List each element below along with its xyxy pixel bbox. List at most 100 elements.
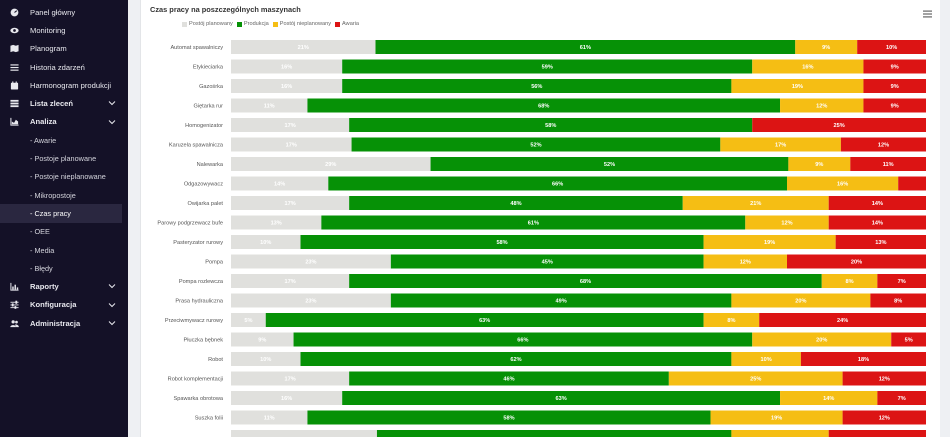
hamburger-menu-icon[interactable]	[923, 5, 932, 18]
bar-segment[interactable]	[349, 118, 753, 132]
bar-segment[interactable]	[349, 196, 683, 210]
bar-segment[interactable]	[703, 235, 836, 249]
bar-segment[interactable]	[752, 59, 864, 74]
bar-segment[interactable]	[731, 352, 801, 366]
bar-segment[interactable]	[759, 313, 926, 327]
sidebar-subitem-czas-pracy[interactable]: - Czas pracy	[0, 204, 122, 223]
bar-segment[interactable]	[342, 59, 753, 74]
bar-segment[interactable]	[842, 410, 926, 425]
bar-segment[interactable]	[877, 274, 926, 288]
bar-segment[interactable]	[321, 215, 746, 230]
bar-segment[interactable]	[231, 293, 391, 308]
bar-segment[interactable]	[731, 430, 829, 437]
bar-segment[interactable]	[231, 313, 266, 327]
bar-segment[interactable]	[231, 157, 431, 171]
sidebar-item-historia-zdarzen[interactable]: Historia zdarzeń	[0, 58, 128, 76]
bar-segment[interactable]	[840, 137, 926, 152]
bar-segment[interactable]	[231, 235, 301, 249]
sidebar-subitem-bledy[interactable]: - Błędy	[0, 259, 128, 277]
bar-segment[interactable]	[231, 430, 377, 437]
bar-segment[interactable]	[891, 332, 926, 347]
bar-segment[interactable]	[231, 391, 343, 405]
sidebar-item-konfiguracja[interactable]: Konfiguracja	[0, 296, 128, 314]
bar-segment[interactable]	[863, 98, 926, 113]
bar-segment[interactable]	[828, 196, 926, 210]
bar-segment[interactable]	[731, 293, 871, 308]
sidebar-subitem-oee[interactable]: - OEE	[0, 223, 128, 241]
bar-segment[interactable]	[351, 137, 721, 152]
bar-segment[interactable]	[328, 176, 787, 191]
bar-segment[interactable]	[342, 79, 732, 93]
legend-item-produkcja[interactable]: Produkcja	[236, 21, 269, 27]
bar-segment[interactable]	[842, 371, 926, 386]
bar-segment[interactable]	[231, 137, 352, 152]
bar-segment[interactable]	[390, 293, 732, 308]
bar-segment[interactable]	[265, 313, 704, 327]
legend-item-postoj-planowany[interactable]: Postój planowany	[182, 21, 233, 27]
bar-segment[interactable]	[752, 118, 926, 132]
sidebar-item-monitoring[interactable]: Monitoring	[0, 21, 128, 39]
bar-segment[interactable]	[231, 98, 308, 113]
bar-segment[interactable]	[231, 254, 391, 269]
bar-segment[interactable]	[300, 235, 704, 249]
bar-segment[interactable]	[752, 332, 892, 347]
bar-segment[interactable]	[703, 254, 787, 269]
sidebar-item-panel-glowny[interactable]: Panel główny	[0, 3, 128, 21]
bar-segment[interactable]	[863, 59, 926, 74]
sidebar-subitem-mikropostoje[interactable]: - Mikropostoje	[0, 186, 128, 204]
bar-segment[interactable]	[231, 332, 294, 347]
bar-segment[interactable]	[668, 371, 843, 386]
bar-segment[interactable]	[342, 391, 781, 405]
bar-segment[interactable]	[349, 274, 822, 288]
bar-segment[interactable]	[870, 293, 926, 308]
sidebar-subitem-awarie[interactable]: - Awarie	[0, 131, 128, 149]
bar-segment[interactable]	[898, 176, 926, 191]
bar-segment[interactable]	[788, 157, 851, 171]
sidebar-subitem-postoje-planowane[interactable]: - Postoje planowane	[0, 149, 128, 167]
bar-segment[interactable]	[231, 410, 308, 425]
sidebar-subitem-postoje-nieplanowane[interactable]: - Postoje nieplanowane	[0, 168, 128, 186]
bar-segment[interactable]	[821, 274, 878, 288]
bar-segment[interactable]	[828, 430, 926, 437]
bar-segment[interactable]	[863, 79, 926, 93]
bar-segment[interactable]	[293, 332, 753, 347]
sidebar-item-lista-zlecen[interactable]: Lista zleceń	[0, 94, 128, 112]
bar-segment[interactable]	[300, 352, 732, 366]
sidebar-item-harmonogram-produkcji[interactable]: Harmonogram produkcji	[0, 76, 128, 94]
bar-segment[interactable]	[231, 40, 376, 54]
bar-segment[interactable]	[828, 215, 926, 230]
legend-item-awaria[interactable]: Awaria	[335, 21, 359, 27]
bar-segment[interactable]	[745, 215, 829, 230]
bar-segment[interactable]	[231, 352, 301, 366]
bar-segment[interactable]	[850, 157, 926, 171]
bar-segment[interactable]	[720, 137, 841, 152]
sidebar-item-analiza[interactable]: Analiza	[0, 113, 128, 131]
bar-segment[interactable]	[780, 391, 878, 405]
legend-item-postoj-nieplanowany[interactable]: Postój nieplanowany	[272, 21, 331, 27]
bar-segment[interactable]	[795, 40, 858, 54]
sidebar-subitem-media[interactable]: - Media	[0, 241, 128, 259]
bar-segment[interactable]	[682, 196, 829, 210]
bar-segment[interactable]	[877, 391, 926, 405]
bar-segment[interactable]	[231, 59, 343, 74]
bar-segment[interactable]	[307, 98, 781, 113]
bar-segment[interactable]	[857, 40, 926, 54]
bar-segment[interactable]	[780, 98, 864, 113]
sidebar-item-raporty[interactable]: Raporty	[0, 277, 128, 295]
bar-segment[interactable]	[307, 410, 711, 425]
bar-segment[interactable]	[731, 79, 864, 93]
bar-segment[interactable]	[231, 79, 343, 93]
bar-segment[interactable]	[430, 157, 789, 171]
sidebar-item-planogram[interactable]: Planogram	[0, 40, 128, 58]
bar-segment[interactable]	[787, 254, 926, 269]
bar-segment[interactable]	[349, 371, 669, 386]
bar-segment[interactable]	[800, 352, 926, 366]
bar-segment[interactable]	[787, 176, 899, 191]
bar-segment[interactable]	[231, 371, 350, 386]
bar-segment[interactable]	[231, 274, 350, 288]
bar-segment[interactable]	[231, 176, 329, 191]
bar-segment[interactable]	[376, 430, 732, 437]
bar-segment[interactable]	[390, 254, 704, 269]
bar-segment[interactable]	[703, 313, 760, 327]
bar-segment[interactable]	[231, 196, 350, 210]
